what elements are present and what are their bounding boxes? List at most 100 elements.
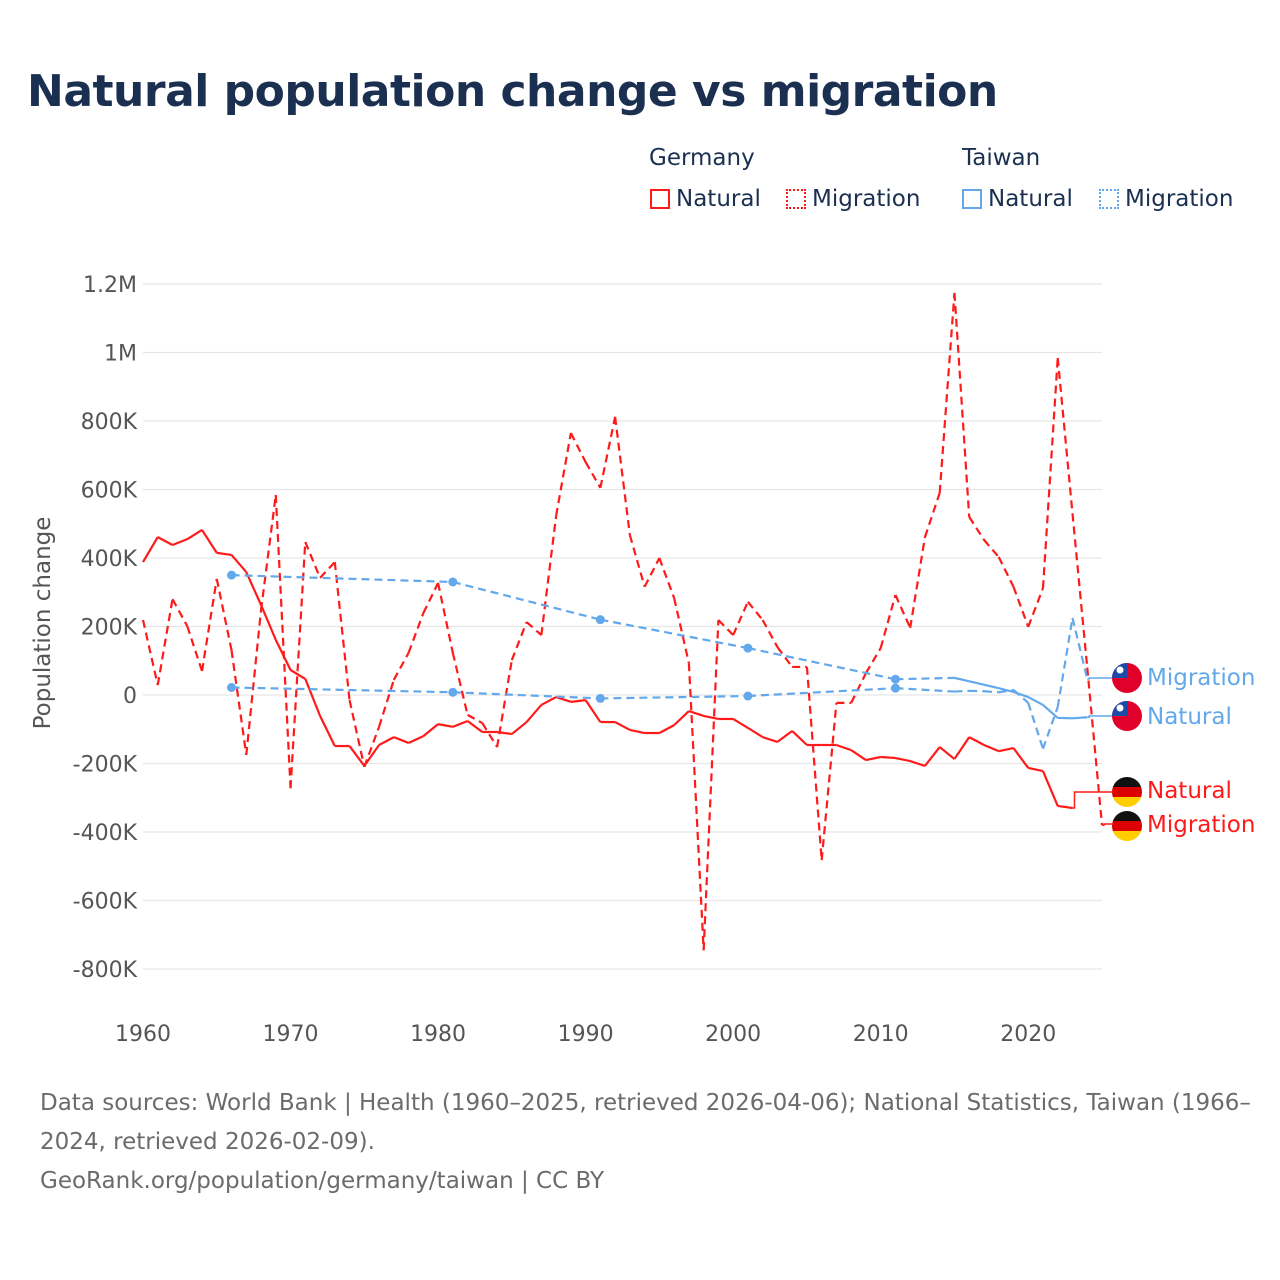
series-segment (348, 699, 366, 768)
series-segment (954, 689, 970, 693)
series-segment (879, 594, 897, 649)
footer-sources-cont: 2024, retrieved 2026-02-09). (40, 1129, 375, 1155)
data-point (227, 682, 237, 692)
connector-germany-natural (1072, 791, 1112, 809)
series-germany-natural (142, 528, 1073, 810)
series-segment (215, 578, 233, 651)
series-segment (408, 735, 424, 744)
x-tick-label: 2000 (705, 1022, 761, 1047)
germany-flag-icon (1112, 811, 1142, 841)
y-tick-label: -800K (73, 958, 138, 983)
y-tick-label: 800K (81, 410, 138, 435)
series-segment (1012, 747, 1030, 769)
series-segment (467, 713, 483, 725)
data-point (743, 691, 753, 701)
series-segment (584, 461, 602, 489)
flag-gold-stripe (1112, 797, 1142, 807)
series-segment (378, 679, 395, 728)
series-segment (614, 721, 631, 731)
y-tick-label: -600K (73, 890, 138, 915)
series-segment (172, 538, 188, 547)
data-point (227, 570, 237, 580)
data-point (595, 693, 605, 703)
series-segment (333, 561, 351, 701)
series-segment (895, 676, 955, 681)
series-segment (820, 702, 838, 861)
series-segment (761, 619, 779, 648)
series-segment (451, 652, 469, 716)
series-segment (747, 601, 764, 621)
series-segment (629, 728, 645, 735)
series-segment (378, 736, 395, 746)
series-segment (1057, 804, 1073, 810)
series-segment (1027, 587, 1045, 628)
series-segment (658, 724, 675, 734)
series-segment (289, 541, 307, 789)
series-segment (600, 618, 749, 650)
series-segment (142, 536, 159, 563)
series-segment (1056, 617, 1074, 708)
series-segment (200, 578, 218, 672)
legend-taiwan-natural[interactable]: Natural (962, 186, 1073, 212)
series-segment (954, 676, 970, 683)
series-taiwan-migration (227, 617, 1089, 750)
series-segment (289, 669, 306, 680)
series-segment (643, 557, 661, 588)
connector-taiwan-natural (1087, 715, 1112, 719)
series-segment (702, 619, 720, 951)
series-segment (600, 694, 748, 700)
series-segment (392, 652, 410, 681)
legend-label: Natural (988, 186, 1073, 212)
y-tick-label: 600K (81, 479, 138, 504)
series-segment (865, 755, 881, 762)
legend-taiwan-migration[interactable]: Migration (1099, 186, 1233, 212)
series-segment (805, 666, 823, 861)
data-point (743, 643, 753, 653)
flag-body (1112, 811, 1142, 841)
series-segment (407, 612, 425, 654)
series-segment (1041, 770, 1059, 807)
flag-body (1112, 777, 1142, 807)
series-segment (452, 720, 468, 728)
series-segment (776, 646, 794, 668)
legend-germany-natural[interactable]: Natural (650, 186, 761, 212)
series-segment (599, 416, 617, 489)
series-segment (466, 720, 483, 733)
series-segment (540, 515, 558, 636)
series-segment (186, 528, 203, 541)
series-segment (1072, 716, 1088, 720)
series-segment (274, 494, 292, 789)
series-segment (953, 292, 971, 517)
footer-link[interactable]: GeoRank.org/population/germany/taiwan | … (40, 1168, 605, 1194)
series-segment (230, 649, 248, 756)
series-segment (157, 536, 174, 546)
series-segment (1028, 766, 1044, 773)
series-segment (555, 696, 572, 703)
series-segment (983, 683, 999, 690)
y-tick-label: 1.2M (83, 273, 137, 298)
series-segment (836, 743, 852, 752)
series-segment (1041, 357, 1059, 589)
series-segment (998, 747, 1014, 753)
series-segment (983, 690, 999, 694)
series-segment (230, 554, 248, 573)
series-segment (348, 745, 366, 767)
flag-black-stripe (1112, 777, 1142, 787)
y-tick-label: -200K (73, 753, 138, 778)
y-tick-label: 0 (123, 684, 137, 709)
series-segment (998, 688, 1014, 694)
legend-germany-migration[interactable]: Migration (786, 186, 920, 212)
series-segment (231, 574, 453, 584)
series-segment (1012, 586, 1030, 628)
series-segment (422, 723, 439, 737)
end-label-germany-natural: Natural (1147, 778, 1232, 804)
series-segment (703, 714, 719, 721)
series-segment (1027, 696, 1044, 706)
series-segment (363, 726, 381, 768)
series-segment (1027, 702, 1045, 750)
series-segment (791, 730, 808, 746)
solid-swatch-icon (650, 189, 670, 209)
series-segment (939, 746, 956, 760)
series-segment (570, 699, 586, 703)
series-segment (1056, 357, 1074, 514)
